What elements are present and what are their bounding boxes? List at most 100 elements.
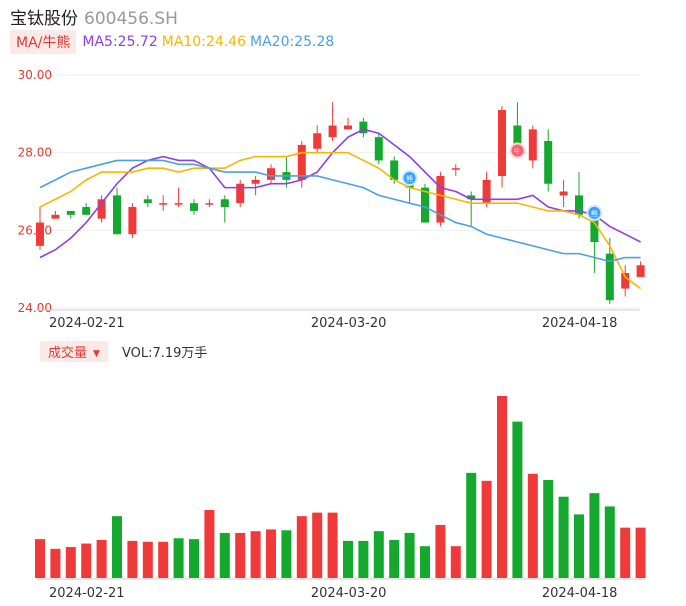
ma5-label: MA5:25.72 xyxy=(82,34,158,50)
candle-body xyxy=(97,199,106,219)
candle-body xyxy=(174,203,183,205)
candle-body xyxy=(66,210,75,215)
candle xyxy=(66,210,75,219)
volume-x-tick-label: 2024-04-18 xyxy=(542,586,618,601)
volume-bar xyxy=(358,540,369,578)
ma-line-ma10 xyxy=(39,151,642,290)
volume-bar xyxy=(435,524,446,578)
volume-bar xyxy=(389,540,400,578)
candle-body xyxy=(559,191,568,196)
candle-body xyxy=(313,133,322,149)
candle xyxy=(267,164,275,184)
candle-body xyxy=(36,222,44,246)
candle-body xyxy=(498,109,506,176)
candle xyxy=(174,187,183,208)
candle-body xyxy=(590,214,599,242)
signal-label: 熊 xyxy=(591,209,598,218)
stock-name: 宝钛股份 xyxy=(10,9,78,29)
signal-dot xyxy=(511,144,524,157)
signal-label: 熊 xyxy=(406,174,413,183)
candle-body xyxy=(159,203,168,205)
candle xyxy=(559,179,568,208)
x-tick-label: 2024-03-20 xyxy=(311,316,387,331)
signal-dot xyxy=(403,171,416,184)
candle-body xyxy=(267,168,275,180)
volume-bar xyxy=(543,479,554,578)
y-tick-label: 30.00 xyxy=(18,68,52,82)
volume-legend: 成交量 ▼ VOL:7.19万手 xyxy=(40,340,208,362)
volume-x-tick-label: 2024-03-20 xyxy=(311,586,387,601)
candle xyxy=(421,183,429,223)
volume-x-tick-label: 2024-02-21 xyxy=(49,586,125,601)
volume-bar xyxy=(204,509,215,578)
candle-body xyxy=(236,183,245,204)
candle xyxy=(467,191,476,227)
volume-bar xyxy=(620,527,631,578)
caret-down-icon: ▼ xyxy=(93,348,100,359)
candle xyxy=(590,210,599,274)
candle xyxy=(159,195,168,211)
candle xyxy=(328,102,337,142)
ma10-label: MA10:24.46 xyxy=(161,34,247,50)
candle-body xyxy=(297,144,306,180)
volume-bar xyxy=(312,512,323,578)
candle xyxy=(205,199,214,208)
candle xyxy=(190,199,198,215)
candle xyxy=(220,195,229,223)
candle xyxy=(451,164,460,176)
volume-bar xyxy=(266,529,276,578)
volume-bar xyxy=(481,480,492,578)
volume-bar xyxy=(142,541,153,578)
volume-bar xyxy=(558,496,569,578)
volume-bar xyxy=(512,421,523,578)
candle xyxy=(143,195,152,208)
volume-bar xyxy=(112,516,122,578)
y-tick-label: 26.00 xyxy=(18,223,52,237)
ma-line-ma5 xyxy=(39,128,641,259)
candle-body xyxy=(575,195,583,215)
volume-bar xyxy=(235,532,246,578)
candle xyxy=(636,261,645,277)
candle xyxy=(498,106,506,188)
volume-bar xyxy=(497,396,507,578)
candle-body xyxy=(544,141,553,184)
stock-code: 600456.SH xyxy=(84,9,178,29)
volume-bar xyxy=(327,512,338,578)
volume-bar xyxy=(81,543,92,578)
candle xyxy=(621,265,630,297)
volume-bar xyxy=(589,493,600,578)
volume-value: VOL:7.19万手 xyxy=(121,345,208,361)
volume-bar xyxy=(296,516,307,578)
candle-body xyxy=(51,214,60,219)
x-tick-label: 2024-02-21 xyxy=(49,316,125,331)
candle-body xyxy=(328,125,337,138)
candle-body xyxy=(128,207,137,235)
volume-bar xyxy=(420,546,430,578)
volume-bar xyxy=(450,546,461,578)
candle-body xyxy=(621,273,630,289)
bull-signal-icon: 牛 xyxy=(509,142,526,159)
candle xyxy=(51,210,60,219)
candle xyxy=(482,172,491,208)
candle-body xyxy=(605,253,614,301)
volume-selector-button[interactable]: 成交量 ▼ xyxy=(40,340,108,362)
volume-bar xyxy=(219,532,230,578)
ma20-label: MA20:25.28 xyxy=(250,34,335,50)
candle xyxy=(313,125,322,153)
candle xyxy=(251,175,260,196)
y-tick-label: 28.00 xyxy=(18,146,52,160)
volume-bar xyxy=(466,472,477,578)
candle-body xyxy=(344,125,352,130)
candle-body xyxy=(82,207,91,215)
candle xyxy=(113,187,121,235)
candle-body xyxy=(390,160,399,180)
volume-bar xyxy=(50,548,61,578)
bear-signal-icon: 熊 xyxy=(401,169,418,186)
candle xyxy=(528,125,537,169)
candle xyxy=(359,117,368,138)
ma-toggle-button[interactable]: MA/牛熊 xyxy=(10,30,77,54)
candle-body xyxy=(636,265,645,277)
volume-bar xyxy=(250,531,261,578)
candle-body xyxy=(421,187,429,223)
